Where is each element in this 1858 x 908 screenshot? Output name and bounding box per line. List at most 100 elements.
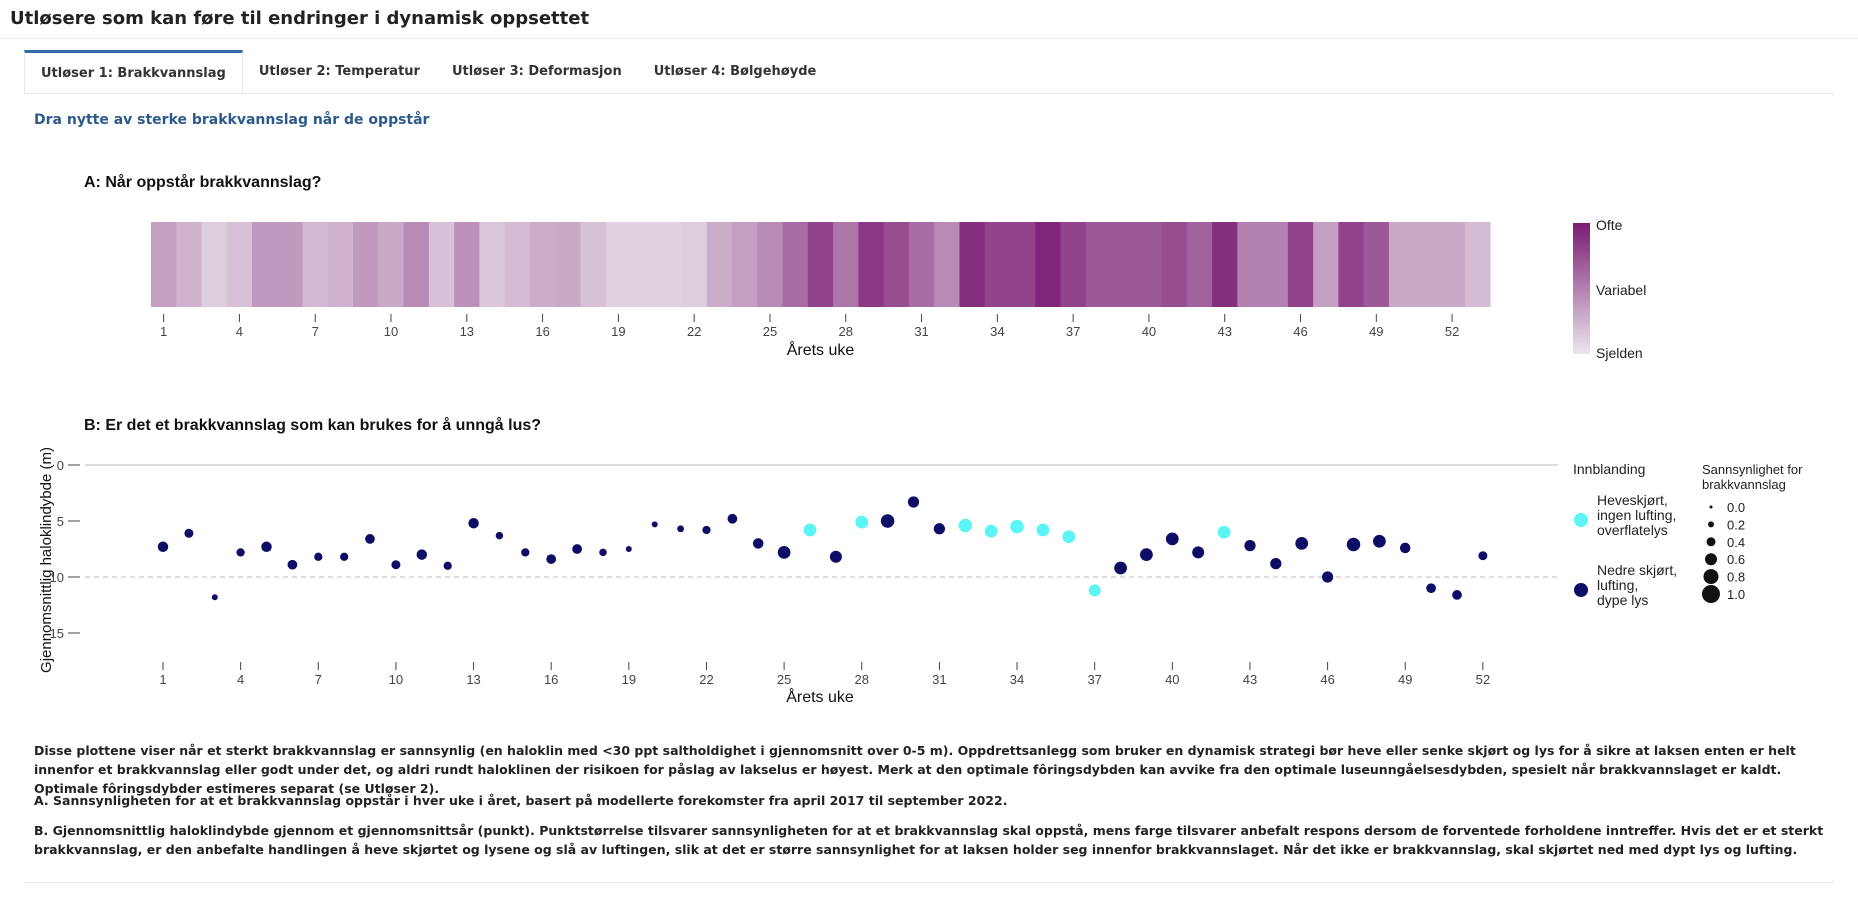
scatter-point bbox=[1244, 539, 1256, 552]
scatter-point bbox=[1036, 523, 1050, 537]
scatter-point bbox=[443, 561, 452, 570]
scatter-x-tick-label: 43 bbox=[1243, 672, 1257, 687]
scatter-x-tick-label: 4 bbox=[237, 672, 244, 687]
scatter-x-tick-label: 7 bbox=[315, 672, 322, 687]
heatmap-x-tick-label: 7 bbox=[312, 324, 319, 339]
heatmap-cell bbox=[984, 222, 1011, 307]
scatter-point bbox=[1062, 530, 1076, 544]
heatmap-x-tick-label: 31 bbox=[914, 324, 928, 339]
tab-deformasjon[interactable]: Utløser 3: Deformasjon bbox=[451, 63, 622, 79]
heatmap-cell bbox=[277, 222, 304, 307]
heatmap-cell bbox=[1262, 222, 1289, 307]
heatmap-cell bbox=[428, 222, 455, 307]
heatmap-cell bbox=[1388, 222, 1415, 307]
scatter-point bbox=[1217, 525, 1231, 539]
legend-size-label: 0.0 bbox=[1727, 500, 1745, 515]
scatter-point bbox=[211, 594, 218, 601]
heatmap-cell bbox=[327, 222, 354, 307]
legend-color-swatch bbox=[1574, 513, 1588, 527]
legend-size-label: 0.2 bbox=[1727, 517, 1745, 532]
legend-size-swatch bbox=[1705, 553, 1717, 566]
heatmap-x-tick-label: 28 bbox=[839, 324, 853, 339]
bottom-divider bbox=[24, 882, 1834, 883]
scatter-x-tick-label: 40 bbox=[1165, 672, 1179, 687]
heatmap-x-tick-label: 25 bbox=[763, 324, 777, 339]
legend-color-label: overflatelys bbox=[1597, 522, 1668, 538]
legend-size-swatch bbox=[1709, 505, 1713, 509]
heatmap-cell bbox=[782, 222, 809, 307]
heatmap-x-tick-label: 43 bbox=[1217, 324, 1231, 339]
heatmap-x-tick-label: 19 bbox=[611, 324, 625, 339]
scatter-point bbox=[495, 531, 504, 540]
scatter-point bbox=[752, 538, 764, 549]
heatmap-cell bbox=[706, 222, 733, 307]
scatter-point bbox=[651, 521, 658, 528]
scatter-point bbox=[829, 550, 842, 563]
scatter-point bbox=[625, 546, 632, 552]
heatmap-cell bbox=[353, 222, 379, 307]
heatmap-cell bbox=[1363, 222, 1390, 307]
scatter-y-tick-label: 5 bbox=[57, 514, 64, 529]
scatter-x-tick-label: 49 bbox=[1398, 672, 1412, 687]
heatmap-cell bbox=[378, 222, 405, 307]
scatter-point bbox=[727, 513, 738, 524]
legend-color-title: Innblanding bbox=[1573, 461, 1645, 477]
heatmap-cell bbox=[529, 222, 556, 307]
heatmap-x-tick-label: 16 bbox=[535, 324, 549, 339]
scatter-point bbox=[572, 544, 582, 554]
legend-size-swatch bbox=[1702, 585, 1720, 603]
scatter-point bbox=[340, 552, 349, 561]
tab-bolgehoyde[interactable]: Utløser 4: Bølgehøyde bbox=[653, 63, 817, 79]
heatmap-cell bbox=[226, 222, 253, 307]
scatter-point bbox=[958, 518, 973, 533]
scatter-point bbox=[803, 523, 817, 537]
scatter-point bbox=[1088, 584, 1101, 597]
heatmap-cell bbox=[1085, 222, 1112, 307]
heatmap-title: A: Når oppstår brakkvannslag? bbox=[84, 174, 322, 191]
scatter-x-tick-label: 13 bbox=[466, 672, 480, 687]
legend-size-title: brakkvannslag bbox=[1702, 477, 1786, 492]
scatter-x-tick-label: 52 bbox=[1476, 672, 1490, 687]
scatter-point bbox=[855, 515, 869, 529]
heatmap-cell bbox=[302, 222, 329, 307]
heatmap-x-tick-label: 40 bbox=[1142, 324, 1156, 339]
scatter-point bbox=[391, 560, 401, 570]
heatmap-cell bbox=[1439, 222, 1466, 307]
legend-color-swatch bbox=[1574, 583, 1588, 597]
heatmap-cell bbox=[908, 222, 935, 307]
heatmap-cell bbox=[1009, 222, 1036, 307]
scatter-point bbox=[677, 525, 684, 533]
heatmap-cell bbox=[201, 222, 228, 307]
scatter-point bbox=[521, 548, 530, 557]
heatmap-cell bbox=[151, 222, 177, 307]
description-paragraph-3: B. Gjennomsnittlig haloklindybde gjennom… bbox=[34, 823, 1824, 857]
heatmap-cell bbox=[934, 222, 961, 307]
scatter-y-tick-label: 0 bbox=[57, 458, 64, 473]
colorbar-label-high: Ofte bbox=[1596, 217, 1623, 233]
legend-size-label: 0.6 bbox=[1727, 552, 1745, 567]
heatmap-cell bbox=[605, 222, 632, 307]
heatmap-cell bbox=[1464, 222, 1491, 307]
heatmap-x-tick-label: 10 bbox=[384, 324, 398, 339]
tab-brakkvannslag[interactable]: Utløser 1: Brakkvannslag bbox=[24, 50, 243, 93]
heatmap-cell bbox=[1313, 222, 1340, 307]
tab-temperatur[interactable]: Utløser 2: Temperatur bbox=[258, 63, 420, 79]
scatter-point bbox=[599, 548, 607, 557]
description-paragraph-1: Disse plottene viser når et sterkt brakk… bbox=[34, 743, 1796, 796]
scatter-point bbox=[1295, 537, 1309, 550]
scatter-point bbox=[1270, 557, 1282, 570]
heatmap-x-tick-label: 34 bbox=[990, 324, 1004, 339]
heatmap-cell bbox=[1186, 222, 1213, 307]
scatter-point bbox=[1114, 561, 1127, 575]
scatter-point bbox=[314, 552, 323, 561]
scatter-point bbox=[1010, 519, 1024, 534]
scatter-point bbox=[468, 517, 479, 529]
heatmap-cell bbox=[176, 222, 203, 307]
heatmap-cell bbox=[504, 222, 531, 307]
scatter-point bbox=[261, 541, 272, 553]
colorbar bbox=[1573, 223, 1590, 354]
scatter-point bbox=[1346, 537, 1361, 552]
scatter-point bbox=[1478, 551, 1488, 561]
scatter-x-tick-label: 10 bbox=[389, 672, 403, 687]
scatter-point bbox=[157, 541, 169, 553]
